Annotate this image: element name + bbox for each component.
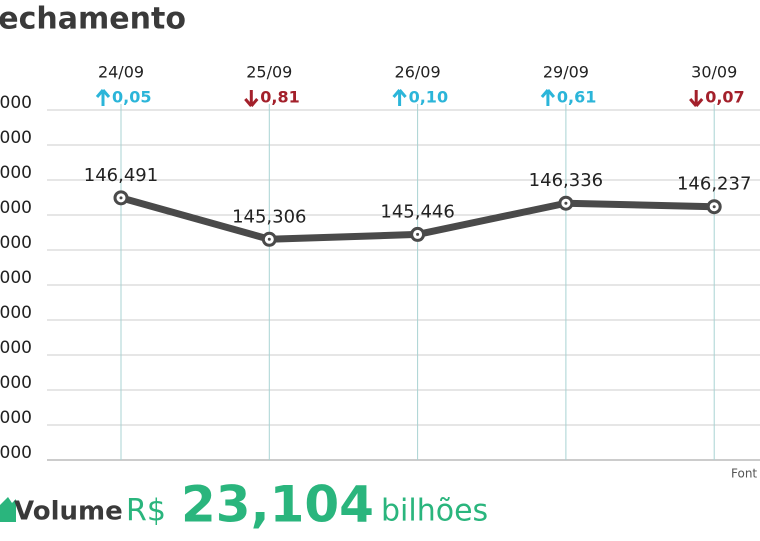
change <box>244 90 259 107</box>
change-label: 0,81 <box>260 88 299 107</box>
x-tick-label: 25/09 <box>246 63 292 82</box>
volume-label: Volume <box>14 497 123 527</box>
volume-icon <box>0 497 16 522</box>
y-tick-label: 140,000 <box>0 408 32 428</box>
change-label: 0,61 <box>557 88 596 107</box>
change-arrow <box>689 90 704 107</box>
change-arrow <box>244 90 259 107</box>
change <box>689 90 704 107</box>
y-tick-label: 144,000 <box>0 268 32 288</box>
change-arrow <box>392 89 407 106</box>
marker-dot <box>119 196 123 200</box>
y-tick-label: 145,000 <box>0 233 32 253</box>
x-tick-label: 24/09 <box>98 63 144 82</box>
value-label: 146,336 <box>529 170 603 191</box>
change-arrow <box>540 89 556 106</box>
change <box>540 89 556 106</box>
volume: Volume R$ 23,104 bilhões <box>0 476 488 534</box>
value-label: 145,446 <box>380 201 454 222</box>
x-tick-label: 30/09 <box>691 63 737 82</box>
value-label: 146,491 <box>84 165 158 186</box>
volume-amount: 23,104 <box>181 476 374 534</box>
value-label: 145,306 <box>232 206 306 227</box>
change-label: 0,05 <box>112 88 151 107</box>
x-tick-label: 29/09 <box>543 63 589 82</box>
change <box>392 89 407 106</box>
y-tick-label: 143,000 <box>0 303 32 323</box>
chart-title: Fechamento <box>0 2 186 37</box>
y-tick-label: 141,000 <box>0 373 32 393</box>
marker-dot <box>564 201 568 205</box>
x-tick-label: 26/09 <box>395 63 441 82</box>
y-tick-label: 149,000 <box>0 93 32 113</box>
marker-dot <box>267 237 271 241</box>
y-tick-label: 147,000 <box>0 163 32 183</box>
volume-currency: R$ <box>126 494 166 529</box>
change-label: 0,10 <box>409 88 448 107</box>
change-label: 0,07 <box>705 88 744 107</box>
source: Font <box>731 467 757 481</box>
volume-unit: bilhões <box>381 494 488 529</box>
y-tick-label: 139,000 <box>0 443 32 463</box>
value-label: 146,237 <box>677 174 751 195</box>
change <box>95 89 111 106</box>
y-tick-label: 142,000 <box>0 338 32 358</box>
change-arrow <box>95 89 111 106</box>
marker-dot <box>416 232 420 236</box>
marker-dot <box>712 205 716 209</box>
y-tick-label: 148,000 <box>0 128 32 148</box>
y-tick-label: 146,000 <box>0 198 32 218</box>
